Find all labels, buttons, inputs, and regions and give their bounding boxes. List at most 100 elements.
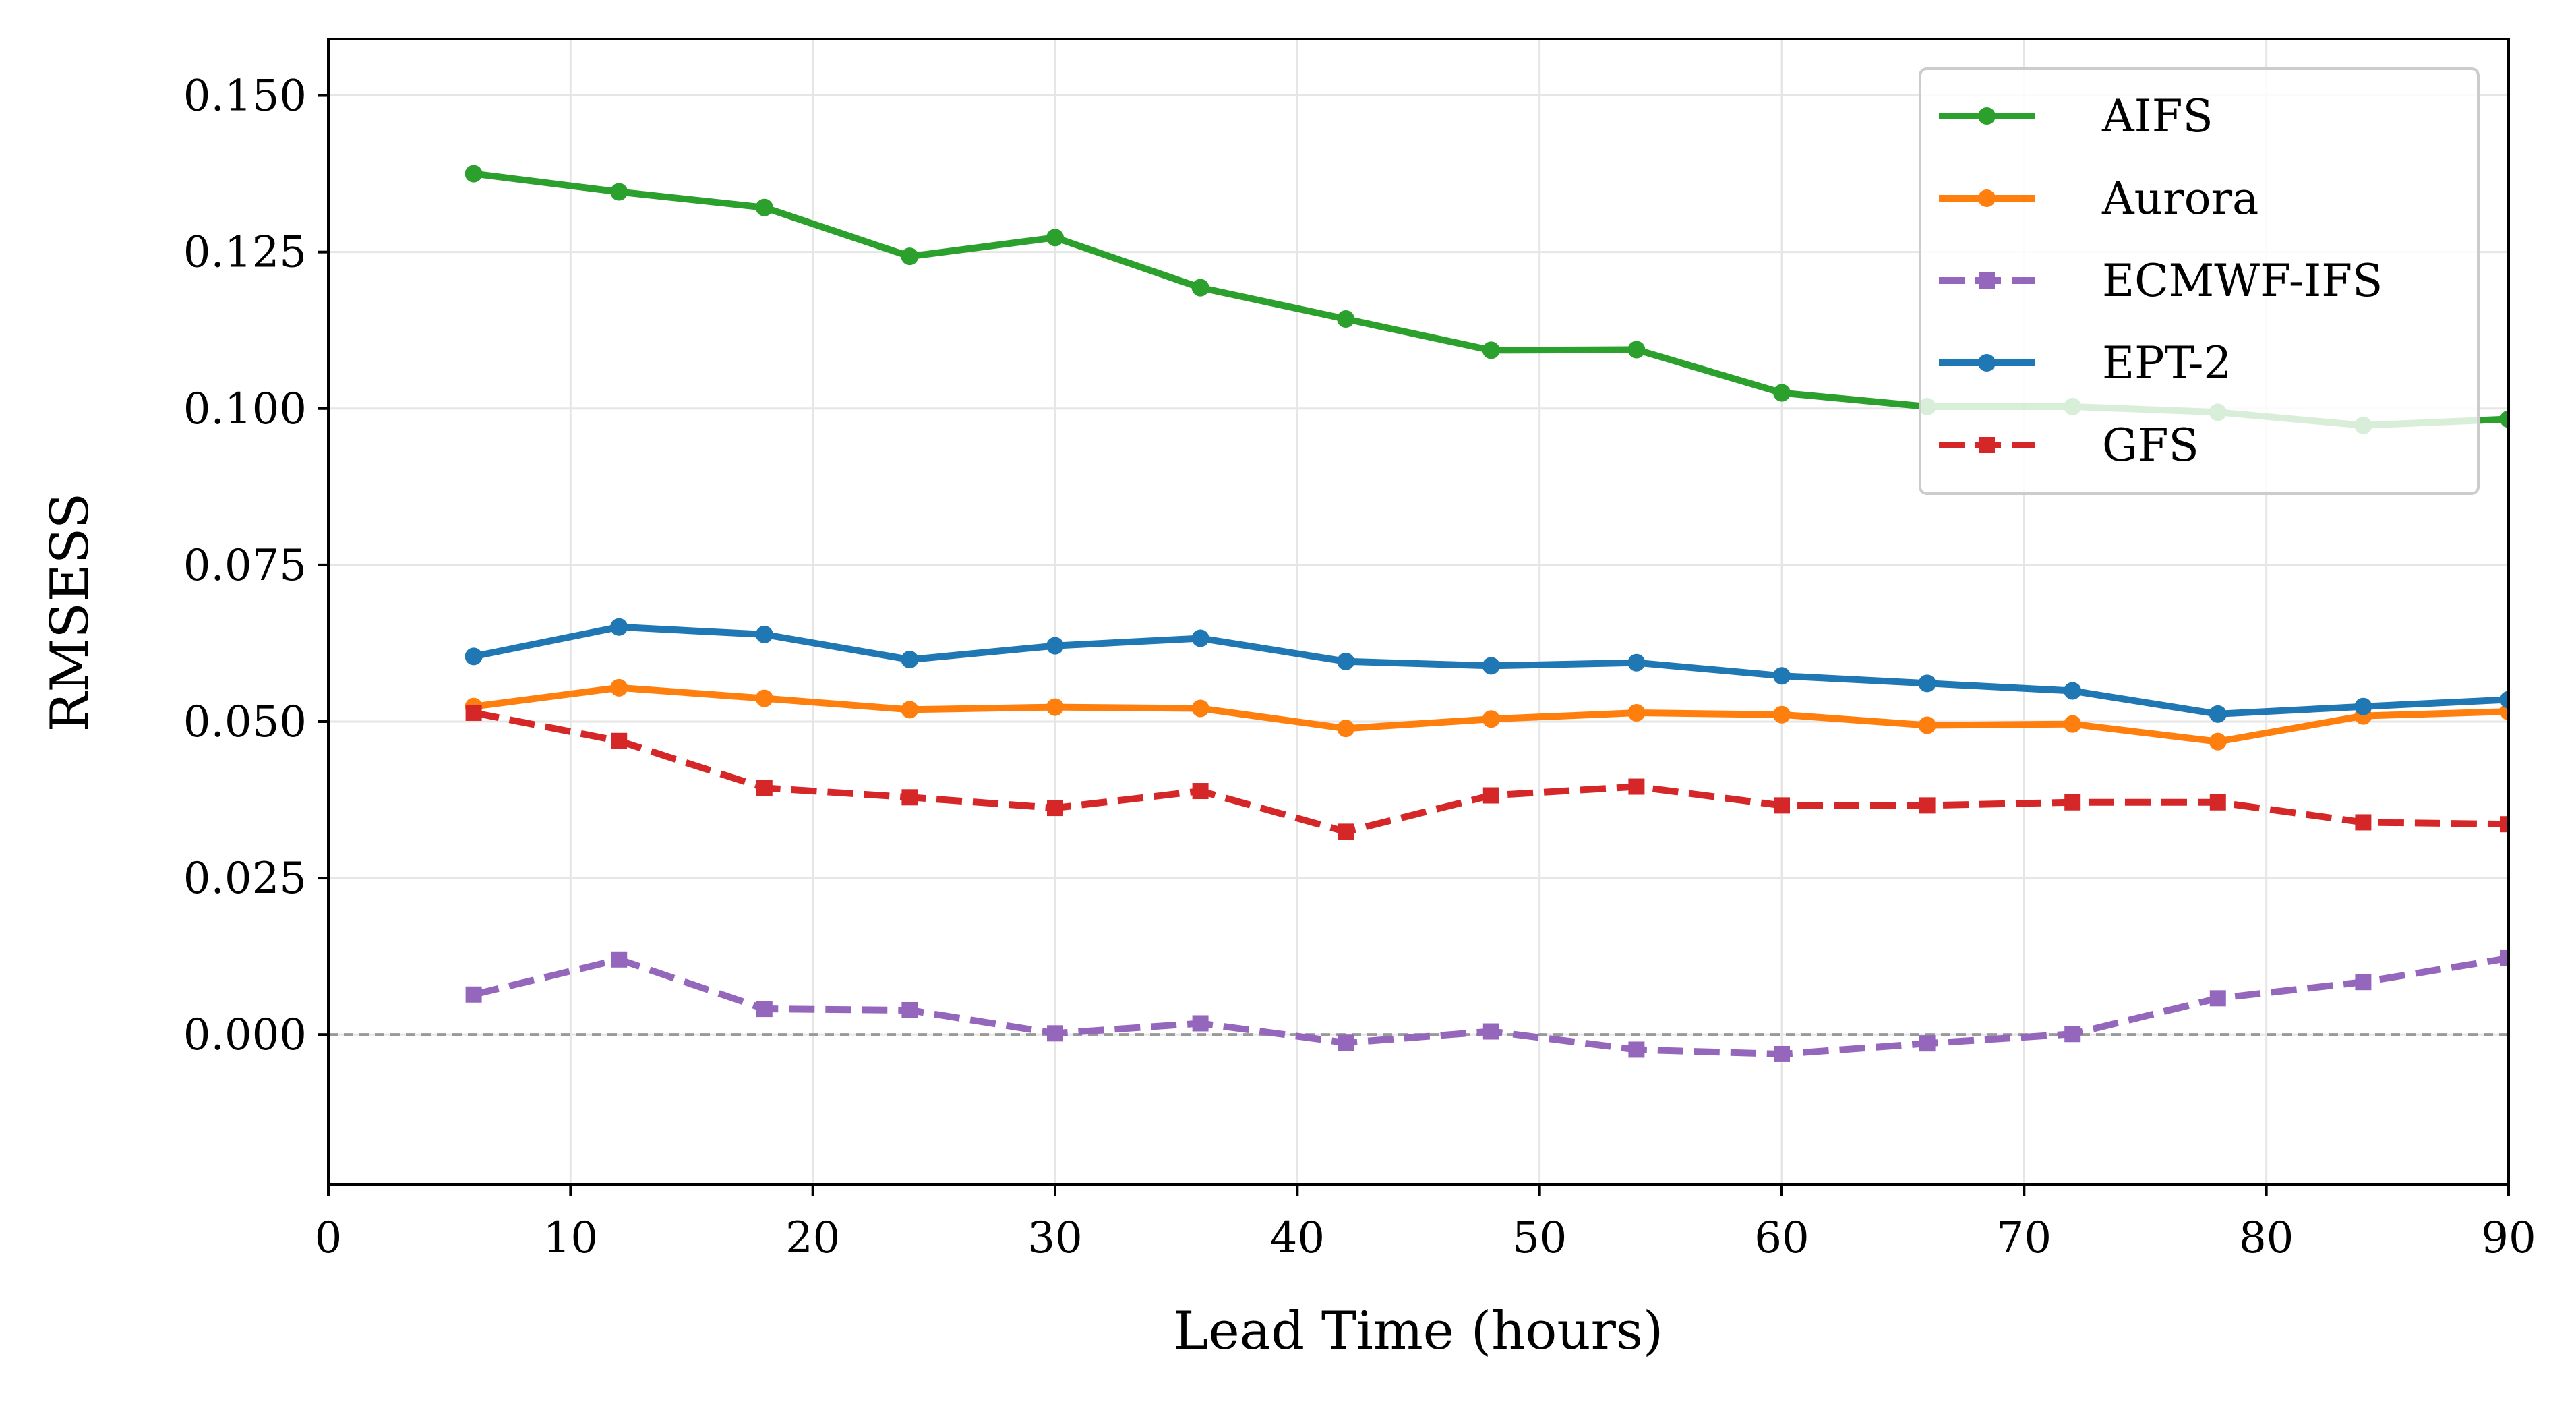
data-point-ecmwf-ifs (1774, 1045, 1790, 1062)
legend-label: Aurora (2101, 173, 2258, 225)
legend-box (1919, 67, 2480, 495)
data-point-ept-2 (901, 651, 919, 669)
data-point-ept-2 (610, 618, 628, 636)
data-point-aurora (1627, 703, 1646, 722)
data-point-ecmwf-ifs (1047, 1025, 1063, 1042)
plot-frame (327, 38, 2510, 1186)
data-point-gfs (1192, 783, 1209, 800)
legend: AIFS Aurora ECMWF-IFS EPT-2 GFS (1919, 67, 2480, 495)
data-point-aifs (1046, 229, 1064, 247)
data-point-ecmwf-ifs (1628, 1041, 1645, 1058)
data-point-gfs (756, 780, 773, 796)
data-point-ecmwf-ifs (465, 986, 482, 1003)
series-ept-2 (465, 618, 2509, 723)
data-point-ept-2 (1482, 657, 1500, 675)
y-axis-title: RMSESS (40, 493, 100, 732)
data-point-gfs (2209, 794, 2226, 811)
data-point-aurora (901, 701, 919, 719)
data-point-ecmwf-ifs (756, 1001, 773, 1018)
series-gfs (465, 704, 2509, 840)
legend-item-aifs: AIFS (1939, 90, 2213, 142)
x-tick-label: 20 (785, 1213, 840, 1263)
data-point-aifs (901, 247, 919, 266)
data-point-gfs (2500, 816, 2509, 833)
data-point-aurora (2064, 715, 2082, 733)
data-point-ept-2 (2064, 682, 2082, 700)
data-point-aurora (1046, 698, 1064, 716)
data-point-aurora (610, 678, 628, 697)
data-point-aifs (610, 183, 628, 201)
legend-swatch-marker (1979, 272, 1995, 289)
data-point-gfs (2355, 814, 2372, 831)
y-tick-label: 0.050 (183, 697, 307, 747)
data-point-ecmwf-ifs (1338, 1034, 1354, 1051)
data-point-ept-2 (1918, 674, 1936, 693)
x-axis-title: Lead Time (hours) (1174, 1301, 1664, 1362)
x-tick-label: 30 (1027, 1213, 1082, 1263)
data-point-ept-2 (755, 625, 773, 643)
data-point-aifs (2500, 410, 2509, 428)
x-tick-label: 70 (1997, 1213, 2051, 1263)
data-point-aurora (1918, 716, 1936, 734)
data-point-aifs (1191, 279, 1209, 297)
data-point-ept-2 (465, 647, 483, 666)
data-point-aurora (1191, 699, 1209, 718)
data-point-aifs (1773, 384, 1791, 402)
legend-label: ECMWF-IFS (2102, 255, 2383, 307)
data-point-ept-2 (1627, 653, 1646, 672)
data-point-aurora (755, 689, 773, 707)
data-point-ecmwf-ifs (2355, 974, 2372, 991)
x-tick-label: 80 (2239, 1213, 2294, 1263)
y-tick-label: 0.025 (183, 854, 307, 904)
legend-item-ept-2: EPT-2 (1939, 337, 2231, 389)
data-point-gfs (1047, 800, 1063, 817)
data-point-gfs (465, 704, 482, 721)
data-point-ept-2 (1191, 629, 1209, 647)
data-point-ecmwf-ifs (2209, 990, 2226, 1007)
data-point-aifs (1627, 341, 1646, 359)
data-point-gfs (1919, 797, 1936, 814)
y-tick-label: 0.075 (183, 541, 307, 591)
data-point-aurora (1773, 705, 1791, 724)
data-point-gfs (901, 789, 918, 806)
legend-swatch-marker (1978, 107, 1996, 125)
y-tick-label: 0.000 (183, 1010, 307, 1060)
x-tick-label: 40 (1270, 1213, 1325, 1263)
series-ecmwf-ifs (465, 949, 2509, 1062)
data-point-aifs (1337, 310, 1355, 328)
data-point-aurora (1337, 720, 1355, 738)
legend-swatch-marker (1978, 189, 1996, 207)
data-point-ept-2 (1337, 652, 1355, 670)
data-point-gfs (611, 732, 628, 749)
y-tick-label: 0.100 (183, 384, 307, 434)
y-tick-label: 0.125 (183, 228, 307, 278)
legend-label: AIFS (2101, 90, 2213, 142)
data-point-gfs (1338, 823, 1354, 840)
data-point-aurora (1482, 710, 1500, 728)
x-tick-label: 50 (1512, 1213, 1567, 1263)
y-axis-ticks: 0.000 0.025 0.050 0.075 0.100 0.125 0.150 (183, 71, 328, 1060)
x-tick-label: 0 (315, 1213, 342, 1263)
data-point-aurora (2209, 732, 2227, 751)
data-point-ecmwf-ifs (611, 951, 628, 968)
x-tick-label: 10 (543, 1213, 598, 1263)
x-tick-label: 90 (2481, 1213, 2536, 1263)
legend-item-ecmwf-ifs: ECMWF-IFS (1939, 255, 2383, 307)
data-point-ecmwf-ifs (1482, 1023, 1499, 1040)
data-point-ept-2 (2354, 697, 2372, 715)
x-tick-label: 60 (1754, 1213, 1809, 1263)
data-point-ecmwf-ifs (901, 1001, 918, 1018)
data-point-ept-2 (2209, 705, 2227, 723)
data-point-gfs (1774, 797, 1790, 814)
series-lines (465, 165, 2509, 1062)
legend-swatch-marker (1978, 354, 1996, 372)
data-point-aifs (1482, 341, 1500, 359)
data-point-ept-2 (1773, 667, 1791, 685)
data-point-aifs (755, 198, 773, 216)
data-point-gfs (2064, 794, 2081, 811)
data-point-ept-2 (2500, 691, 2509, 709)
legend-item-aurora: Aurora (1939, 173, 2258, 225)
data-point-ept-2 (1046, 637, 1064, 655)
legend-label: GFS (2102, 419, 2199, 471)
